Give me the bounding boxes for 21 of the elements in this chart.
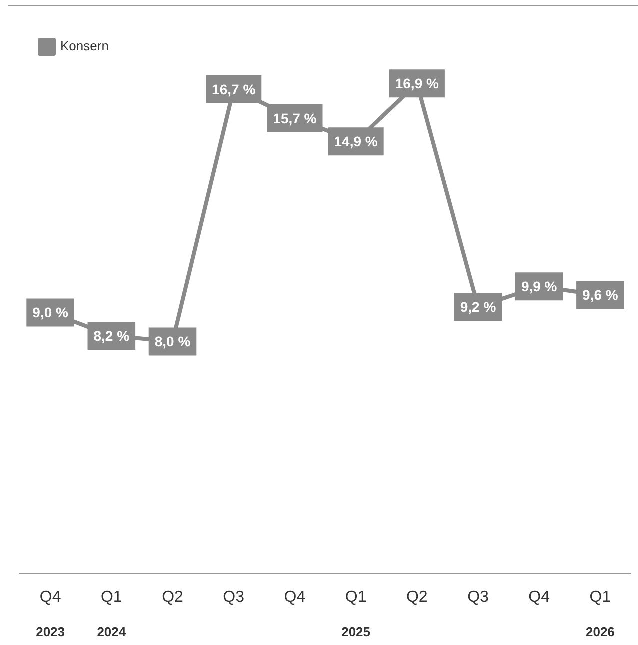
x-tick-label: Q3 [468,588,490,606]
x-tick-label: Q4 [528,588,550,606]
legend-label: Konsern [60,38,109,54]
data-label: 9,2 % [460,298,497,315]
x-tick-label: Q2 [162,588,184,606]
category-label: Q1 2026 [586,588,615,640]
category-label: Q1 2025 [342,588,371,640]
category-label: Q1 2024 [97,588,126,640]
x-tick-label: Q4 [284,588,306,606]
data-label: 14,9 % [334,133,378,150]
category-label: Q4 2023 [36,588,66,640]
data-label: 8,2 % [94,328,130,344]
data-label: 15,7 % [273,110,318,126]
x-tick-label: Q2 [406,588,428,606]
data-label: 16,9 % [395,75,440,92]
data-label: 9,6 % [582,287,619,304]
data-label: 8,0 % [154,334,192,350]
data-label: 16,7 % [212,81,256,98]
data-label: 9,0 % [32,304,69,321]
data-label: 9,9 % [521,278,558,295]
x-tick-label: Q3 [223,588,245,606]
